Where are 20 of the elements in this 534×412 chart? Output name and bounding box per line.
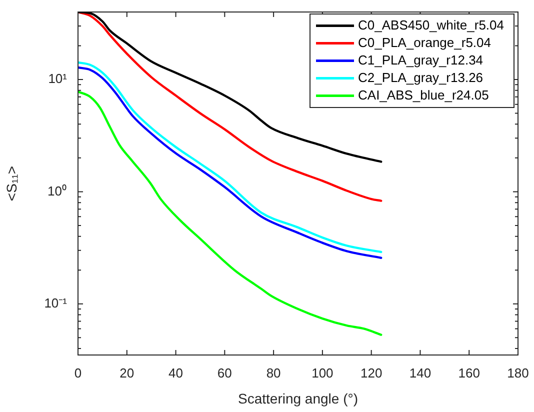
legend-label: C2_PLA_gray_r13.26 <box>358 70 484 85</box>
x-tick-label: 0 <box>74 365 82 380</box>
y-tick-label: 10¹ <box>48 71 68 86</box>
x-axis-title: Scattering angle (°) <box>238 390 358 406</box>
legend-label: C0_PLA_orange_r5.04 <box>358 34 492 50</box>
x-tick-label: 100 <box>312 365 334 380</box>
legend-label: CAI_ABS_blue_r24.05 <box>358 87 489 102</box>
legend-label: C1_PLA_gray_r12.34 <box>358 52 484 68</box>
x-tick-label: 60 <box>217 365 232 380</box>
y-tick-label: 10⁰ <box>48 183 67 198</box>
x-tick-label: 180 <box>507 365 529 380</box>
y-axis-title: <S₁₁> <box>3 166 20 202</box>
x-tick-label: 40 <box>168 365 184 380</box>
y-tick-label: 10⁻¹ <box>44 295 68 310</box>
x-tick-label: 120 <box>360 365 382 380</box>
x-tick-label: 80 <box>266 365 281 380</box>
legend-label: C0_ABS450_white_r5.04 <box>358 17 504 32</box>
x-tick-label: 20 <box>120 365 134 380</box>
x-tick-label: 140 <box>409 365 432 380</box>
x-tick-label: 160 <box>458 365 480 380</box>
